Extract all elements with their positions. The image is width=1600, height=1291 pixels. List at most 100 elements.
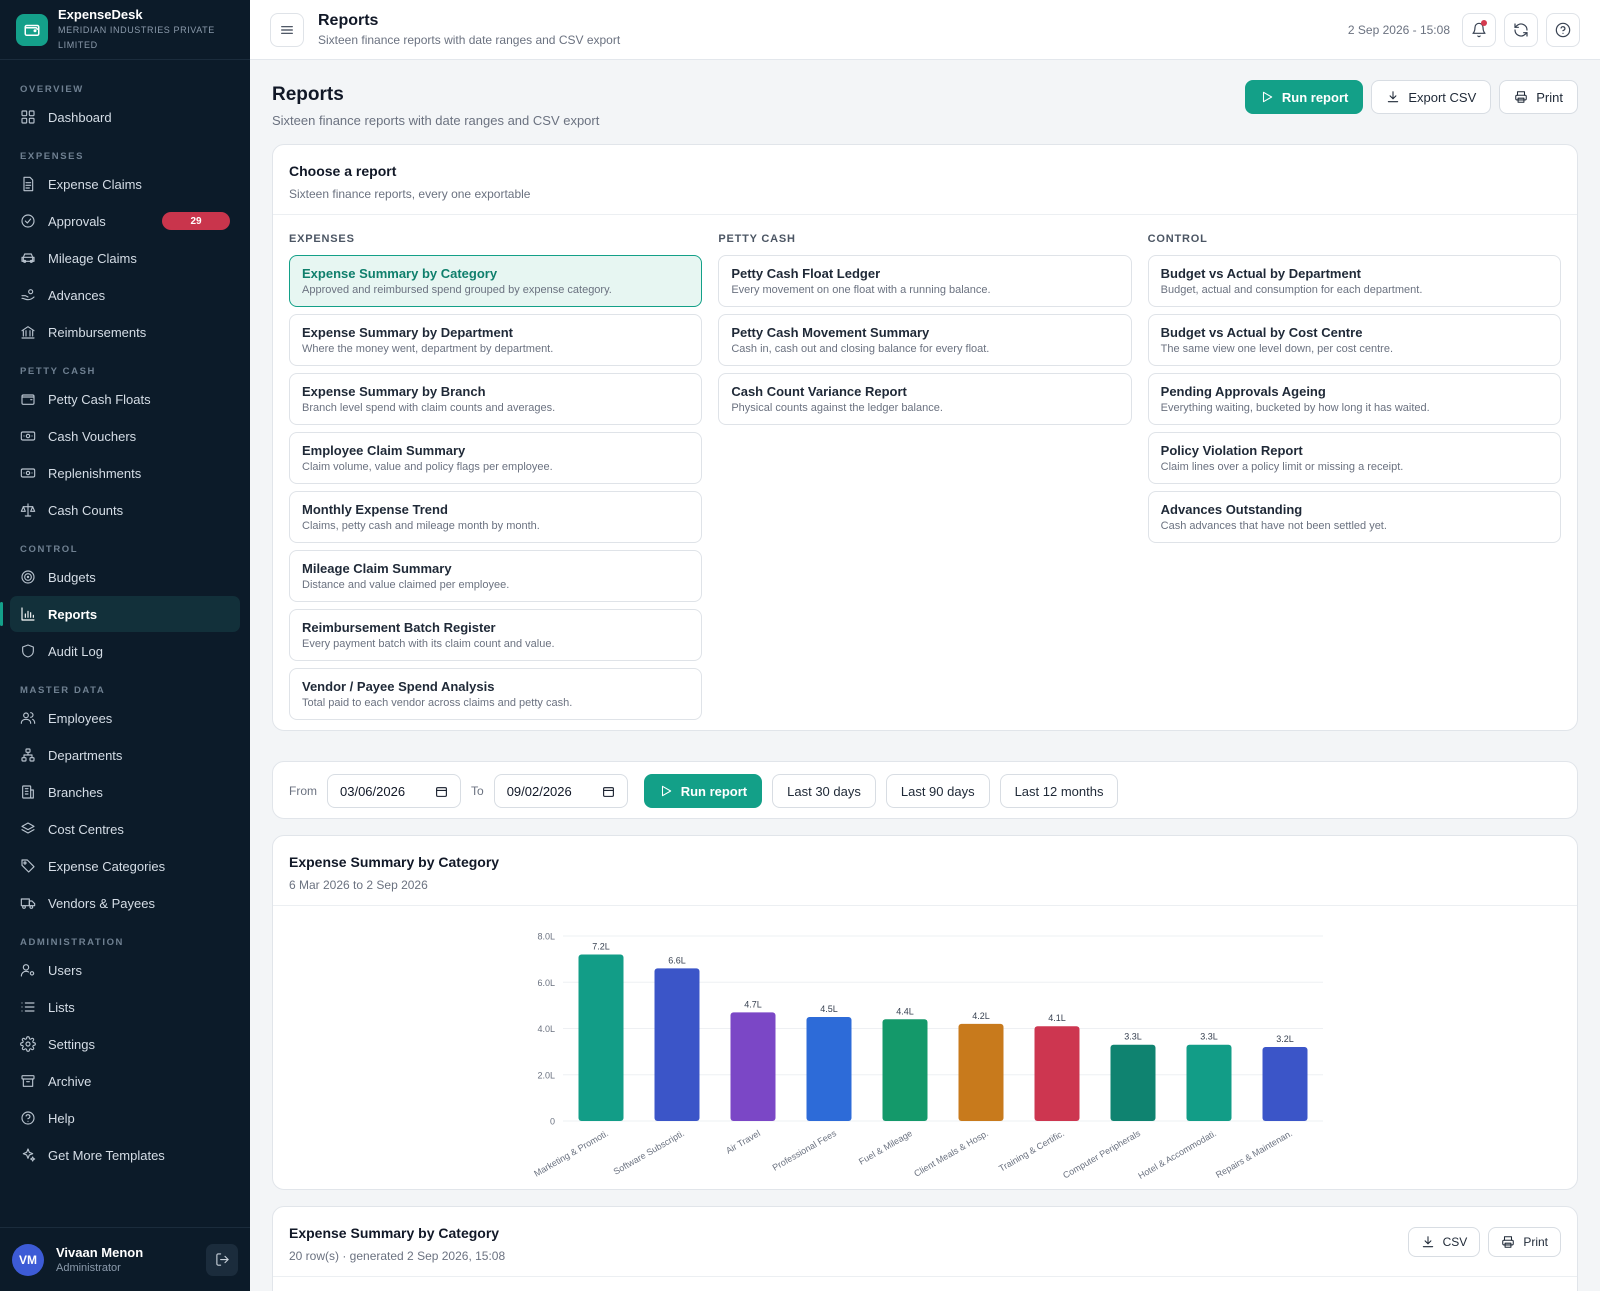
bar-data-label: 3.3L [1200, 1032, 1218, 1042]
report-option[interactable]: Cash Count Variance Report Physical count… [718, 373, 1132, 425]
preset-last-90-days[interactable]: Last 90 days [885, 774, 990, 808]
report-option-description: Claims, petty cash and mileage month by … [302, 520, 540, 532]
sidebar-item-cash-counts[interactable]: Cash Counts [10, 492, 240, 528]
report-option[interactable]: Petty Cash Float Ledger Every movement on… [718, 255, 1132, 307]
sidebar-item-get-more-templates[interactable]: Get More Templates [10, 1137, 240, 1173]
y-tick-label: 4.0L [537, 1024, 555, 1034]
hamburger-icon [281, 25, 293, 34]
sparkles-icon [22, 1148, 36, 1162]
report-option[interactable]: Monthly Expense Trend Claims, petty cash … [289, 491, 703, 543]
sidebar-item-label: Advances [48, 287, 106, 303]
sidebar-item-employees[interactable]: Employees [10, 700, 240, 736]
bar-data-label: 3.2L [1276, 1034, 1294, 1044]
table-csv-button[interactable]: CSV [1407, 1227, 1481, 1257]
report-option[interactable]: Budget vs Actual by Cost Centre The same … [1147, 314, 1561, 366]
report-option-description: The same view one level down, per cost c… [1160, 343, 1393, 355]
sidebar-item-archive[interactable]: Archive [10, 1063, 240, 1099]
bar[interactable] [882, 1019, 928, 1121]
report-option-title: Vendor / Payee Spend Analysis [302, 679, 495, 694]
report-chooser-card: Choose a report Sixteen finance reports,… [272, 144, 1578, 731]
nav-section-overview: OVERVIEW [20, 84, 84, 95]
refresh-button[interactable] [1504, 12, 1538, 47]
bar[interactable] [958, 1023, 1004, 1121]
topbar-subtitle: Sixteen finance reports with date ranges… [318, 33, 621, 47]
notifications-button[interactable] [1462, 12, 1496, 47]
filter-run-report-button[interactable]: Run report [643, 774, 763, 808]
table-title: Expense Summary by Category [289, 1225, 500, 1241]
sidebar-item-settings[interactable]: Settings [10, 1026, 240, 1062]
bar[interactable] [1110, 1044, 1156, 1121]
print-button[interactable]: Print [1499, 80, 1578, 114]
bar[interactable] [1034, 1026, 1080, 1121]
banknote-icon [20, 468, 36, 478]
report-option[interactable]: Policy Violation Report Claim lines over … [1147, 432, 1561, 484]
user-role: Administrator [56, 1262, 121, 1274]
sidebar-item-help[interactable]: Help [10, 1100, 240, 1136]
report-option[interactable]: Expense Summary by Department Where the m… [289, 314, 703, 366]
bar[interactable] [654, 968, 700, 1121]
sidebar-item-cost-centres[interactable]: Cost Centres [10, 811, 240, 847]
sidebar-item-budgets[interactable]: Budgets [10, 559, 240, 595]
bar[interactable] [1186, 1044, 1232, 1121]
approvals-count-badge: 29 [162, 212, 230, 230]
sidebar-item-vendors-payees[interactable]: Vendors & Payees [10, 885, 240, 921]
run-report-button[interactable]: Run report [1244, 80, 1364, 114]
current-datetime: 2 Sep 2026 - 15:08 [1347, 22, 1450, 37]
sidebar-item-label: Employees [48, 710, 113, 726]
preset-last-30-days[interactable]: Last 30 days [772, 774, 876, 808]
report-option[interactable]: Employee Claim Summary Claim volume, valu… [289, 432, 703, 484]
report-option[interactable]: Advances Outstanding Cash advances that h… [1147, 491, 1561, 543]
help-button[interactable] [1546, 12, 1580, 47]
bar[interactable] [730, 1012, 776, 1121]
user-cog-icon [20, 964, 35, 977]
sidebar-item-label: Help [48, 1110, 75, 1126]
sidebar-item-reports[interactable]: Reports [0, 596, 240, 632]
preset-last-12-months[interactable]: Last 12 months [999, 774, 1119, 808]
dashboard-icon [21, 110, 35, 124]
logout-button[interactable] [206, 1243, 238, 1276]
sidebar-item-replenishments[interactable]: Replenishments [10, 455, 240, 491]
sidebar: ExpenseDesk MERIDIAN INDUSTRIES PRIVATE … [0, 0, 250, 1291]
report-option-title: Pending Approvals Ageing [1160, 384, 1326, 399]
sidebar-item-departments[interactable]: Departments [10, 737, 240, 773]
sidebar-item-expense-claims[interactable]: Expense Claims [10, 166, 240, 202]
bar[interactable] [1262, 1047, 1308, 1121]
sidebar-item-audit-log[interactable]: Audit Log [10, 633, 240, 669]
sidebar-item-reimbursements[interactable]: Reimbursements [10, 314, 240, 350]
report-option[interactable]: Reimbursement Batch Register Every paymen… [289, 609, 703, 661]
x-tick-label: Fuel & Mileage [857, 1128, 914, 1167]
menu-toggle-button[interactable] [270, 12, 304, 47]
from-date-value: 03/06/2026 [340, 783, 406, 799]
calendar-icon [602, 786, 614, 797]
sidebar-item-expense-categories[interactable]: Expense Categories [10, 848, 240, 884]
report-option[interactable]: Pending Approvals Ageing Everything waiti… [1147, 373, 1561, 425]
sidebar-item-dashboard[interactable]: Dashboard [10, 99, 240, 135]
sidebar-item-cash-vouchers[interactable]: Cash Vouchers [10, 418, 240, 454]
sidebar-item-petty-cash-floats[interactable]: Petty Cash Floats [10, 381, 240, 417]
download-icon [1422, 1236, 1433, 1248]
avatar[interactable]: VM [12, 1243, 44, 1276]
report-option[interactable]: Expense Summary by Category Approved and … [289, 255, 703, 307]
to-date-input[interactable]: 09/02/2026 [493, 774, 628, 808]
sidebar-item-approvals[interactable]: Approvals 29 [10, 203, 240, 239]
sidebar-item-mileage-claims[interactable]: Mileage Claims [10, 240, 240, 276]
sidebar-item-branches[interactable]: Branches [10, 774, 240, 810]
report-option[interactable]: Mileage Claim Summary Distance and value … [289, 550, 703, 602]
bar[interactable] [806, 1016, 852, 1121]
export-csv-button[interactable]: Export CSV [1371, 80, 1492, 114]
report-option[interactable]: Budget vs Actual by Department Budget, ac… [1147, 255, 1561, 307]
sidebar-item-label: Archive [48, 1073, 92, 1089]
x-tick-label: Professional Fees [771, 1128, 839, 1173]
x-tick-label: Computer Peripherals [1061, 1128, 1142, 1181]
from-date-input[interactable]: 03/06/2026 [327, 774, 461, 808]
report-option[interactable]: Expense Summary by Branch Branch level sp… [289, 373, 703, 425]
report-option-title: Expense Summary by Department [302, 325, 513, 340]
bar[interactable] [578, 954, 624, 1122]
sidebar-item-lists[interactable]: Lists [10, 989, 240, 1025]
report-option[interactable]: Petty Cash Movement Summary Cash in, cash… [718, 314, 1132, 366]
sidebar-item-advances[interactable]: Advances [10, 277, 240, 313]
report-option[interactable]: Vendor / Payee Spend Analysis Total paid … [289, 668, 703, 720]
main-content: Reports Sixteen finance reports with dat… [272, 60, 1578, 1291]
sidebar-item-users[interactable]: Users [10, 952, 240, 988]
table-print-button[interactable]: Print [1488, 1227, 1561, 1257]
